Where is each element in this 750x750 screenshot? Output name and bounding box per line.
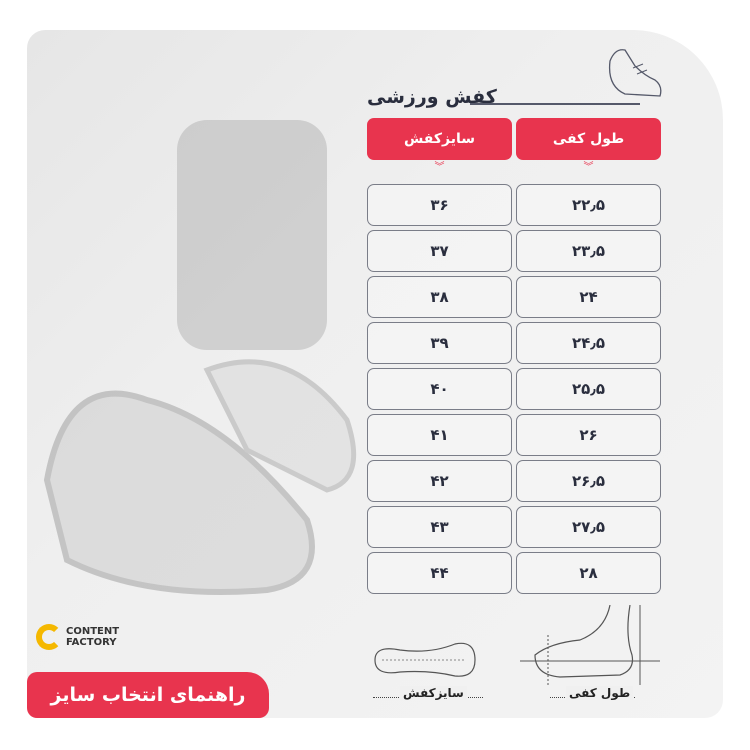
shoe-size-cell: ۴۲ bbox=[367, 460, 512, 502]
logo-icon bbox=[36, 624, 62, 650]
sneaker-photo bbox=[43, 120, 357, 595]
foot-length-cell: ۲۴٫۵ bbox=[516, 322, 661, 364]
shoe-size-cell: ۴۰ bbox=[367, 368, 512, 410]
content-factory-logo: CONTENT FACTORY bbox=[36, 624, 119, 650]
foot-length-cell: ۲۳٫۵ bbox=[516, 230, 661, 272]
shoe-size-cell: ۳۸ bbox=[367, 276, 512, 318]
logo-text: CONTENT bbox=[66, 626, 120, 637]
sneaker-outline-icon bbox=[608, 49, 662, 97]
foot-length-cell: ۲۷٫۵ bbox=[516, 506, 661, 548]
shoe-size-cell: ۳۷ bbox=[367, 230, 512, 272]
title-underline bbox=[470, 103, 640, 105]
logo-text: FACTORY bbox=[66, 637, 117, 648]
foot-length-cell: ۲۶ bbox=[516, 414, 661, 456]
shoe-size-cell: ۴۴ bbox=[367, 552, 512, 594]
shoe-size-label: سایزکفش bbox=[400, 686, 467, 700]
shoe-size-cell: ۴۳ bbox=[367, 506, 512, 548]
foot-length-label: طول کفی bbox=[566, 686, 634, 700]
page-title: کفش ورزشی bbox=[367, 86, 497, 108]
foot-length-cell: ۲۸ bbox=[516, 552, 661, 594]
insole-diagram-icon bbox=[374, 642, 476, 677]
foot-length-cell: ۲۶٫۵ bbox=[516, 460, 661, 502]
shoe-size-cell: ۳۹ bbox=[367, 322, 512, 364]
foot-length-cell: ۲۴ bbox=[516, 276, 661, 318]
shoe-size-cell: ۴۱ bbox=[367, 414, 512, 456]
chevron-down-icon: ︾ bbox=[434, 162, 445, 173]
shoe-size-cell: ۳۶ bbox=[367, 184, 512, 226]
foot-diagram-icon bbox=[520, 605, 660, 685]
header-foot-length: طول کفی bbox=[516, 118, 661, 160]
foot-length-cell: ۲۲٫۵ bbox=[516, 184, 661, 226]
size-guide-badge: راهنمای انتخاب سایز bbox=[27, 672, 269, 718]
header-shoe-size: سایزکفش bbox=[367, 118, 512, 160]
chevron-down-icon: ︾ bbox=[583, 162, 594, 173]
foot-length-cell: ۲۵٫۵ bbox=[516, 368, 661, 410]
